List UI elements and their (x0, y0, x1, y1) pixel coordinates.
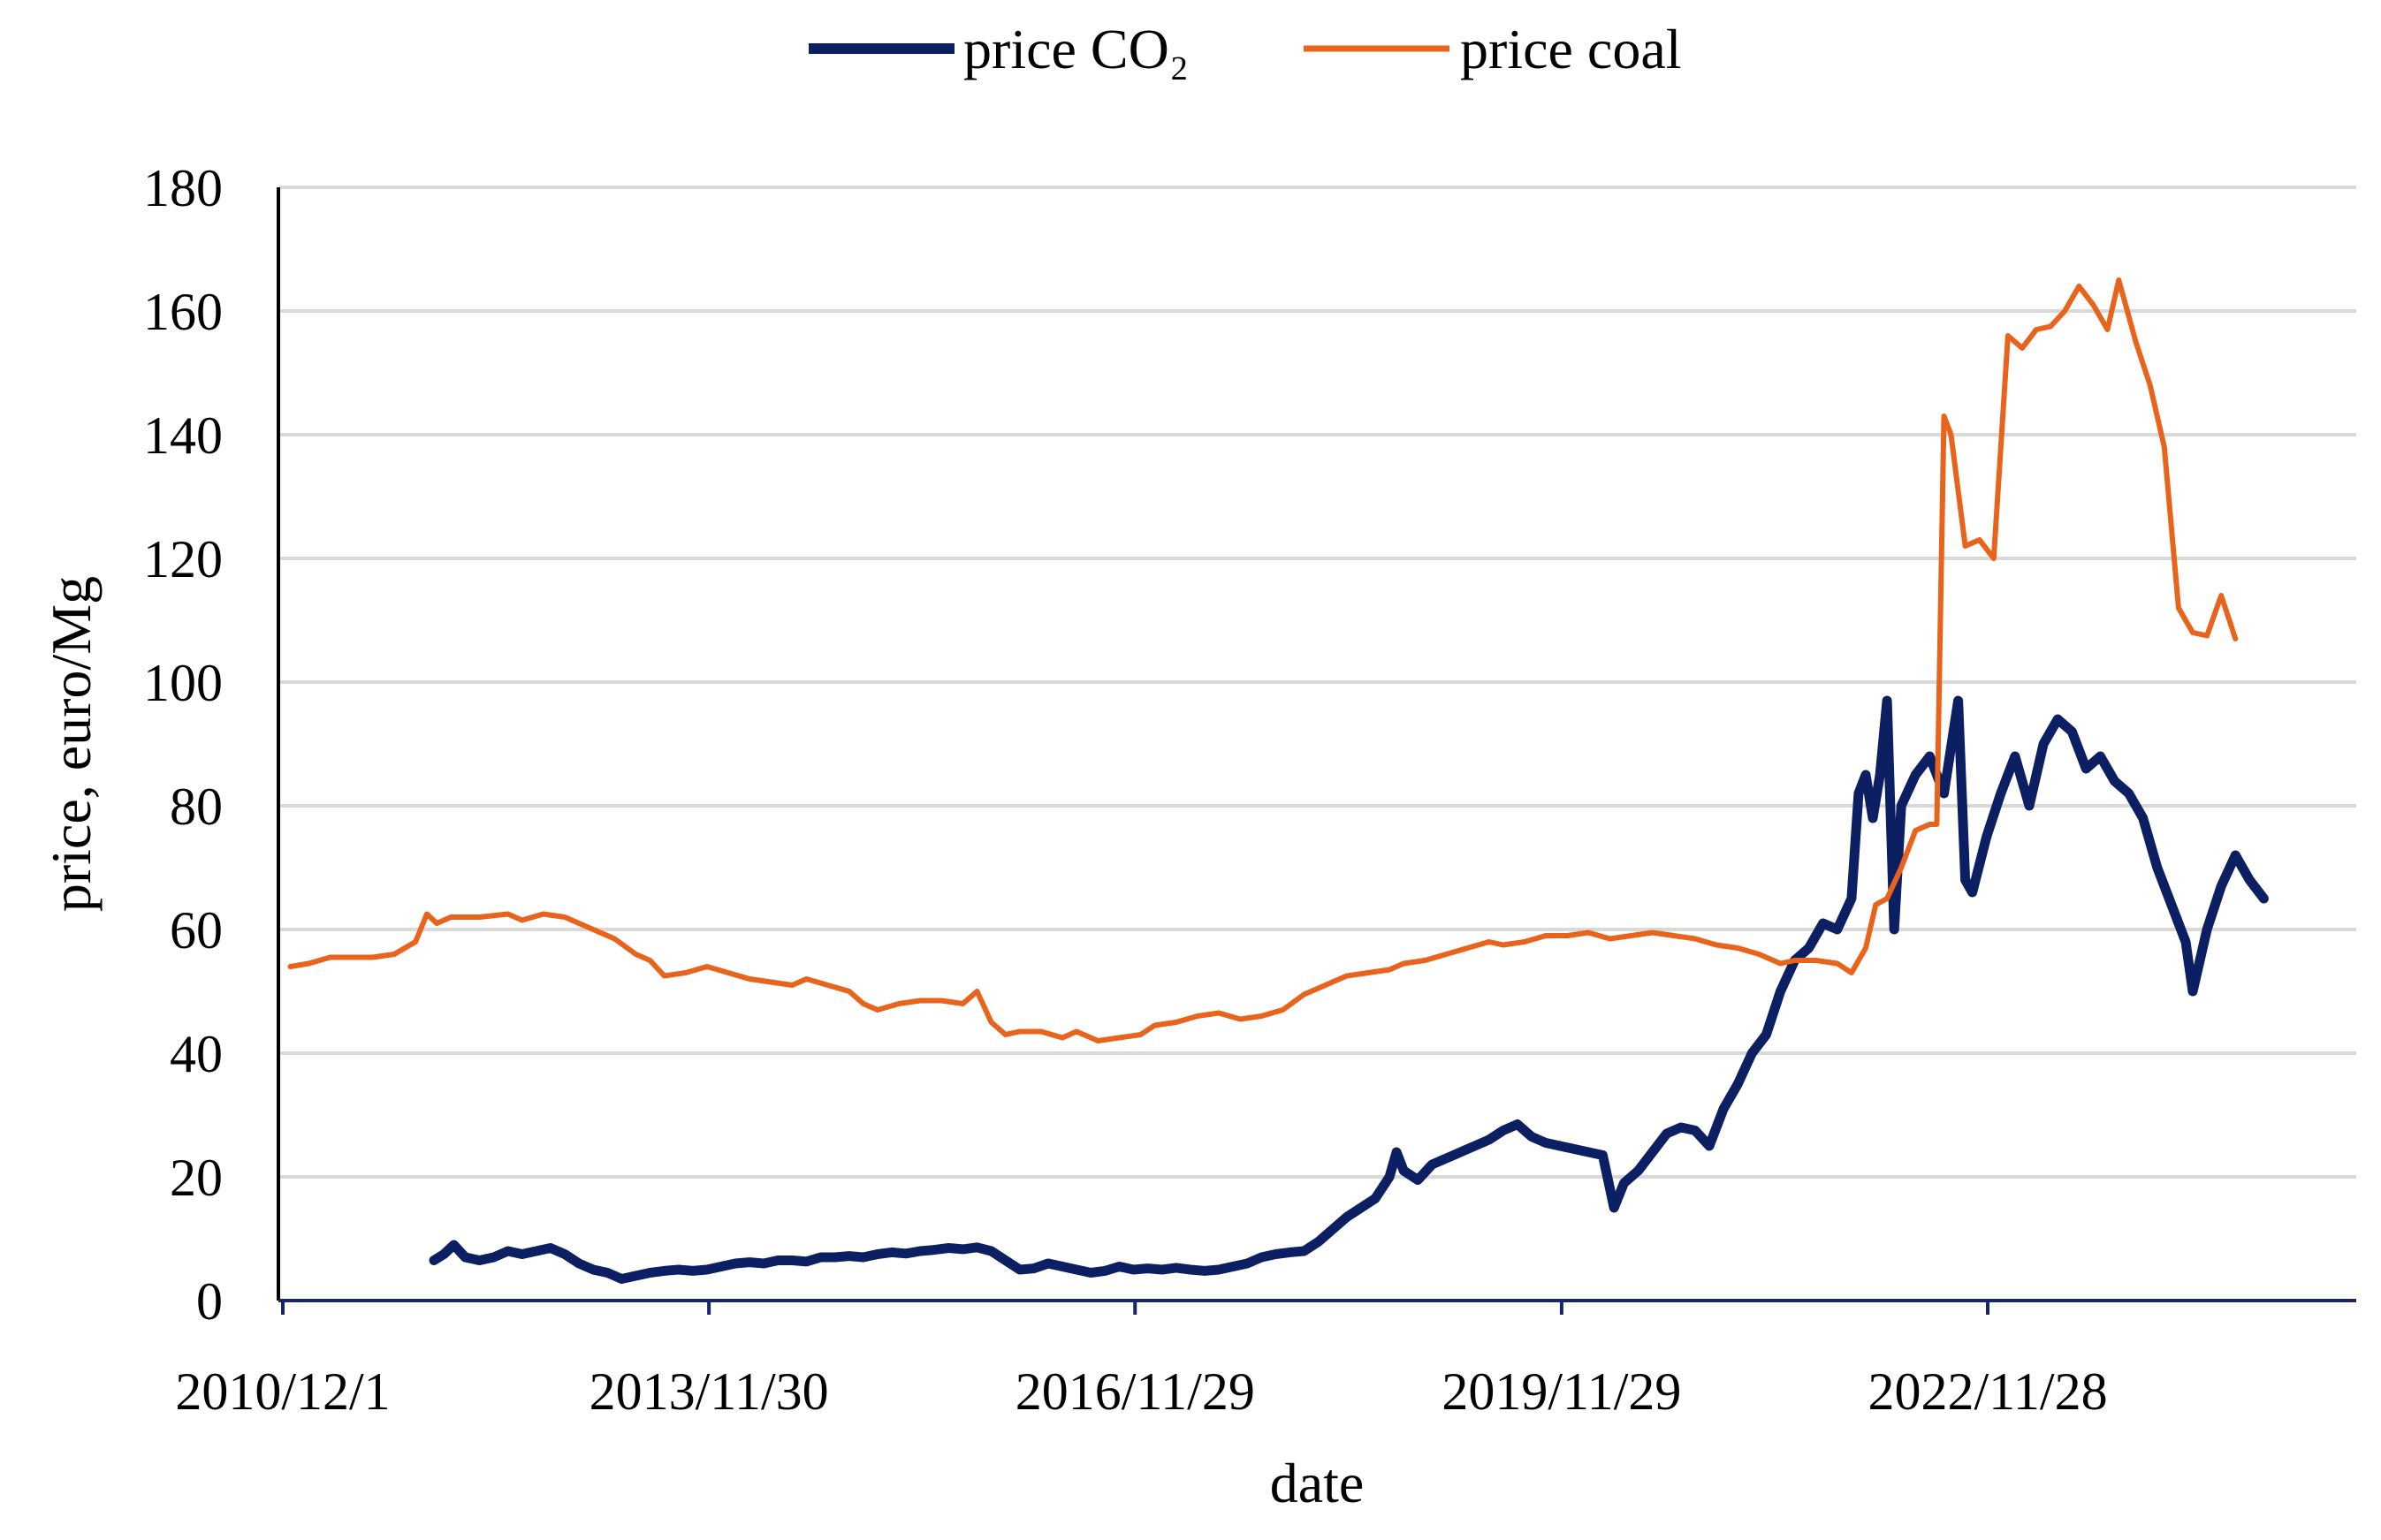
legend: price CO₂ price coal (809, 18, 1682, 80)
y-tick-label-40: 40 (170, 1025, 223, 1083)
x-tick-label-4: 2022/11/28 (1868, 1362, 2107, 1421)
gridlines (278, 186, 2356, 1179)
y-tick-label-140: 140 (143, 406, 223, 465)
x-tick-label-1: 2013/11/30 (590, 1362, 829, 1421)
series-lines (287, 277, 2269, 1284)
y-tick-label-100: 100 (143, 654, 223, 712)
x-tick-label-0: 2010/12/1 (175, 1362, 390, 1421)
x-tick-labels: 2010/12/1 2013/11/30 2016/11/29 2019/11/29 2… (175, 1301, 2108, 1421)
x-axis-title: date (1270, 1452, 1365, 1514)
x-tick-label-3: 2019/11/29 (1442, 1362, 1681, 1421)
y-axis-title: price, euro/Mg (40, 576, 103, 912)
y-tick-labels: 0 20 40 60 80 100 120 140 160 180 (143, 159, 223, 1331)
y-tick-label-0: 0 (196, 1272, 223, 1331)
y-tick-label-80: 80 (170, 778, 223, 836)
legend-label-co2: price CO₂ (963, 18, 1189, 80)
y-tick-label-60: 60 (170, 901, 223, 960)
legend-label-coal: price coal (1460, 18, 1682, 80)
y-tick-label-20: 20 (170, 1149, 223, 1207)
y-tick-label-180: 180 (143, 159, 223, 217)
y-tick-label-160: 160 (143, 283, 223, 341)
series-line-co2 (429, 695, 2269, 1284)
y-tick-label-120: 120 (143, 530, 223, 588)
x-tick-label-2: 2016/11/29 (1016, 1362, 1255, 1421)
series-line-coal (287, 277, 2239, 1043)
